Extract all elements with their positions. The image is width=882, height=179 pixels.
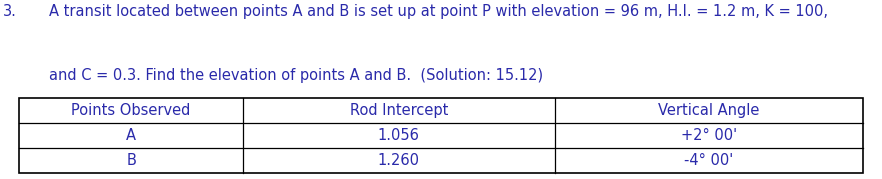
- Text: 1.056: 1.056: [377, 128, 420, 143]
- Text: B: B: [126, 153, 136, 168]
- Text: A transit located between points A and B is set up at point P with elevation = 9: A transit located between points A and B…: [49, 4, 827, 20]
- Text: +2° 00': +2° 00': [681, 128, 736, 143]
- Bar: [19, 98, 863, 173]
- Text: -4° 00': -4° 00': [684, 153, 733, 168]
- Text: 3.: 3.: [3, 4, 17, 20]
- Text: and C = 0.3. Find the elevation of points A and B.  (Solution: 15.12): and C = 0.3. Find the elevation of point…: [49, 68, 542, 83]
- Text: 1.260: 1.260: [377, 153, 420, 168]
- Text: A: A: [126, 128, 136, 143]
- Text: Rod Intercept: Rod Intercept: [349, 103, 448, 118]
- Text: Points Observed: Points Observed: [71, 103, 191, 118]
- Text: Vertical Angle: Vertical Angle: [658, 103, 759, 118]
